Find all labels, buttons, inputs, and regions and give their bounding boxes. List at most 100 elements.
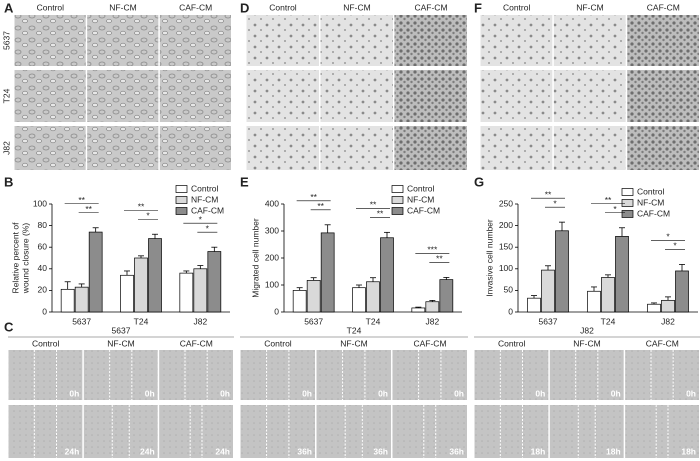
significance-label: ** [370,200,377,210]
x-tick-label: 5637 [72,316,91,326]
bar [555,230,569,313]
wound-image [549,350,624,400]
column-header: Control [503,2,531,12]
bar [60,288,75,313]
wound-image [240,405,315,458]
legend-label: NF-CM [191,194,218,204]
y-axis-label: Migrated cell number [250,218,260,298]
column-header: CAF-CM [646,338,679,348]
column-header: NF-CM [109,2,136,12]
y-tick-label: 250 [499,198,513,208]
group-title: J82 [580,325,594,335]
significance-label: ** [78,195,85,205]
legend-swatch [175,185,188,193]
bar [439,279,454,313]
x-tick-label: T24 [601,316,616,326]
micrograph [320,126,393,170]
y-tick-label: 20 [38,285,48,295]
bar [306,280,321,313]
column-header: NF-CM [107,338,134,348]
wound-image [8,350,83,400]
bar [527,297,541,313]
legend-swatch [391,196,404,204]
wound-image [474,350,549,400]
bar [587,290,601,313]
panel-letter: D [240,0,249,15]
bar [661,299,675,313]
y-axis-label: Relative percent of [10,222,20,294]
wound-image [159,405,233,458]
time-label: 0h [378,388,388,398]
time-label: 0h [69,388,79,398]
y-tick-label: 0 [42,306,47,316]
micrograph [553,70,626,122]
bar [148,238,162,313]
micrograph [627,70,699,122]
legend-swatch [175,207,188,215]
significance-label: * [553,198,557,208]
group-title: T24 [347,325,362,335]
significance-label: ** [545,189,552,199]
bar [207,251,222,313]
significance-label: ** [138,201,145,211]
micrograph [627,126,699,170]
column-header: CAF-CM [179,2,212,12]
legend-label: CAF-CM [637,208,670,218]
time-label: 0h [302,388,312,398]
y-tick-label: 0 [508,306,513,316]
y-tick-label: 100 [499,263,513,273]
bar [120,274,134,313]
bar [615,236,629,313]
wound-image [240,350,315,400]
y-tick-label: 100 [33,198,47,208]
legend-swatch [621,188,634,196]
y-tick-label: 0 [274,306,279,316]
bar [88,231,103,313]
column-header: Control [269,2,297,12]
panel-letter: B [4,174,13,189]
legend-label: Control [637,186,665,196]
bar [425,301,440,313]
legend-swatch [621,199,634,207]
bar [193,268,208,313]
significance-label: *** [427,245,438,255]
legend-swatch [391,185,404,193]
significance-label: * [673,241,677,251]
panel-letter: A [4,0,14,15]
wound-image [316,405,391,458]
y-tick-label: 40 [38,263,48,273]
micrograph [246,15,319,66]
micrograph [14,126,86,170]
significance-label: * [146,210,150,220]
x-tick-label: 5637 [539,316,558,326]
bar [411,307,426,313]
micrograph [14,70,86,122]
micrograph [394,70,467,122]
wound-image [474,405,549,458]
time-label: 0h [535,388,545,398]
micrograph [159,70,231,122]
x-tick-label: J82 [193,316,207,326]
row-label: 5637 [1,31,11,50]
significance-label: ** [310,192,317,202]
column-header: NF-CM [343,2,370,12]
legend-swatch [621,210,634,218]
column-header: CAF-CM [647,2,680,12]
time-label: 18h [531,446,546,456]
x-tick-label: J82 [661,316,675,326]
column-header: Control [498,338,526,348]
wound-image [316,350,391,400]
y-tick-label: 400 [265,198,279,208]
legend-label: NF-CM [637,197,664,207]
bar [134,257,148,313]
column-header: Control [264,338,292,348]
bar [380,237,394,313]
legend-swatch [391,207,404,215]
panel-letter: G [474,174,484,189]
micrograph [480,126,553,170]
significance-label: ** [317,201,324,211]
micrograph [553,126,626,170]
y-tick-label: 200 [265,252,279,262]
column-header: CAF-CM [414,2,447,12]
